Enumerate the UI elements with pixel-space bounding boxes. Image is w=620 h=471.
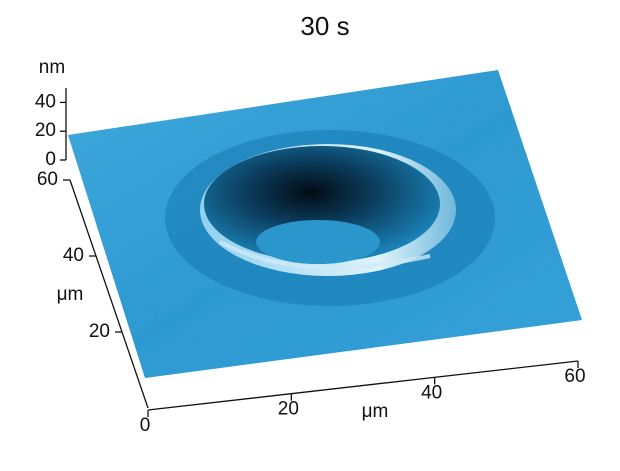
- y-axis-line: [69, 179, 149, 409]
- x-axis-tick-label: 40: [421, 382, 442, 403]
- z-axis-label: nm: [39, 57, 65, 78]
- chart-title: 30 s: [300, 11, 349, 41]
- z-axis-tick-label: 20: [35, 120, 56, 141]
- x-axis-tick-label: 20: [278, 399, 299, 420]
- x-axis-tick-label: 60: [564, 366, 585, 387]
- y-axis-tick-label: 20: [89, 321, 110, 342]
- z-axis-tick-label: 40: [35, 91, 56, 112]
- surface: [68, 70, 582, 378]
- x-axis-label: μm: [362, 401, 389, 422]
- x-axis-line: [147, 360, 579, 411]
- y-axis-label: μm: [57, 284, 84, 305]
- y-axis-tick-label: 60: [37, 169, 58, 190]
- z-axis-tick-label: 0: [45, 149, 56, 170]
- x-axis-tick-label: 0: [140, 415, 151, 436]
- y-axis-tick-label: 40: [63, 245, 84, 266]
